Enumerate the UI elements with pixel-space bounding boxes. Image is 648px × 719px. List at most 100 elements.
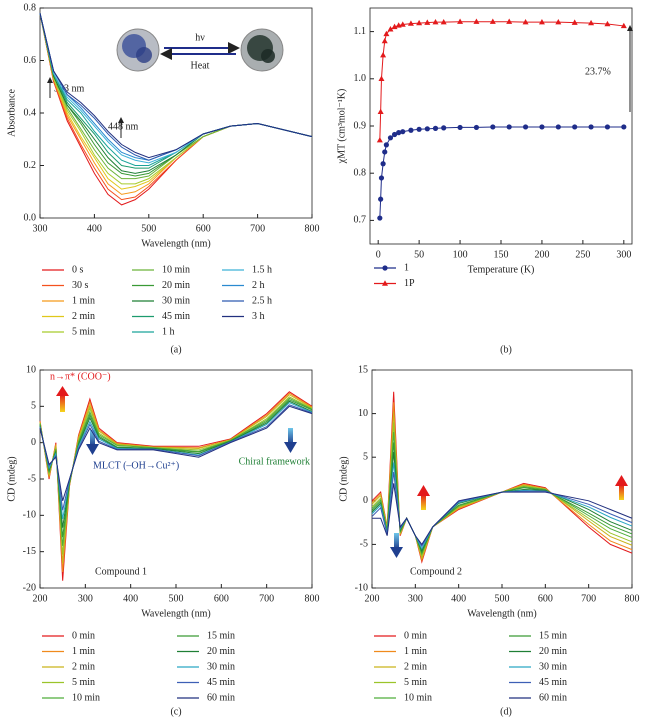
marker (572, 124, 578, 130)
marker (621, 124, 627, 130)
x-tick-label: 700 (259, 593, 274, 604)
legend-label: 1 h (162, 326, 175, 337)
legend-label: 1.5 h (252, 264, 272, 275)
y-tick-label: 0 (31, 437, 36, 448)
legend-label: 0 min (404, 630, 427, 641)
y-tick-label: 0.4 (24, 107, 37, 118)
annotation: MLCT (–OH→Cu²⁺) (93, 460, 179, 471)
panel-label: (b) (500, 344, 512, 355)
x-tick-label: 250 (575, 249, 590, 260)
legend-label: 30 min (539, 661, 567, 672)
marker (620, 22, 627, 29)
x-tick-label: 400 (87, 223, 102, 234)
y-tick-label: 5 (363, 451, 368, 462)
y-axis-label: χMT (cm³mol⁻¹K) (336, 89, 347, 165)
x-tick-label: 300 (408, 593, 423, 604)
panel-label: (c) (170, 706, 181, 717)
x-tick-label: 150 (494, 249, 509, 260)
x-tick-label: 200 (365, 593, 380, 604)
legend-label: 0 min (72, 630, 95, 641)
y-tick-label: 0.8 (24, 2, 37, 13)
marker (416, 126, 422, 132)
x-axis-label: Wavelength (nm) (141, 608, 210, 619)
x-axis-label: Wavelength (nm) (141, 238, 210, 249)
y-tick-label: 0.2 (24, 160, 37, 171)
x-tick-label: 300 (78, 593, 93, 604)
legend-label: 30 min (207, 661, 235, 672)
marker (383, 30, 390, 37)
marker (378, 75, 385, 81)
x-tick-label: 600 (214, 593, 229, 604)
marker (377, 108, 384, 115)
series-line (379, 126, 624, 219)
y-tick-label: 1.0 (354, 73, 367, 84)
series-line (379, 21, 624, 141)
marker (457, 18, 464, 24)
marker (424, 126, 430, 132)
series-line (371, 422, 633, 558)
annotation: Chiral framework (239, 456, 310, 467)
series-line (371, 442, 633, 554)
marker (522, 18, 529, 25)
marker (506, 18, 513, 24)
marker (408, 127, 414, 133)
legend-label: 1 (404, 262, 409, 273)
legend-label: 45 min (162, 311, 190, 322)
x-tick-label: 300 (616, 249, 631, 260)
marker (555, 124, 561, 130)
annotation: Compound 1 (95, 566, 147, 577)
annotation: n→π* (COO⁻) (50, 371, 111, 382)
legend-label: 1 min (72, 295, 95, 306)
y-tick-label: 15 (358, 364, 368, 375)
legend-label: 2 h (252, 280, 265, 291)
y-axis-label: CD (mdeg) (6, 456, 17, 501)
x-tick-label: 800 (305, 593, 320, 604)
marker (604, 124, 611, 130)
marker (391, 131, 398, 138)
series-line (372, 483, 633, 546)
marker (522, 124, 529, 130)
panel-label: (a) (170, 344, 181, 355)
y-tick-label: 5 (31, 401, 36, 412)
arrow (284, 442, 297, 453)
arrow (56, 386, 69, 396)
x-tick-label: 500 (141, 223, 156, 234)
x-tick-label: 500 (495, 593, 510, 604)
marker (424, 19, 431, 25)
x-tick-label: 400 (123, 593, 138, 604)
legend-label: 20 min (162, 280, 190, 291)
legend-label: 45 min (207, 677, 235, 688)
x-tick-label: 200 (534, 249, 549, 260)
arrow (90, 430, 95, 446)
marker (378, 175, 385, 181)
marker (588, 19, 595, 26)
legend-label: 20 min (207, 646, 235, 657)
y-tick-label: -15 (23, 546, 36, 557)
panel-label: (d) (500, 706, 512, 717)
inset (116, 28, 284, 72)
marker (588, 124, 594, 130)
legend-label: 30 s (72, 280, 89, 291)
x-tick-label: 600 (538, 593, 553, 604)
marker (441, 125, 447, 131)
y-tick-label: 0.6 (24, 55, 37, 66)
legend-label: 10 min (162, 264, 190, 275)
y-tick-label: 10 (358, 408, 368, 419)
x-tick-label: 600 (196, 223, 211, 234)
legend-label: 2 min (72, 311, 95, 322)
plot-frame (371, 369, 633, 589)
y-tick-label: -10 (23, 510, 36, 521)
annotation: Heat (191, 60, 210, 71)
arrow (86, 444, 99, 455)
x-tick-label: 700 (250, 223, 265, 234)
arrow (417, 485, 430, 496)
marker (440, 18, 447, 25)
annotation: hν (195, 32, 205, 43)
arrow (619, 484, 624, 500)
legend-label: 1 min (72, 646, 95, 657)
marker (473, 124, 480, 131)
x-tick-label: 300 (33, 223, 48, 234)
x-tick-label: 400 (451, 593, 466, 604)
legend-label: 3 h (252, 311, 265, 322)
arrow (421, 494, 426, 510)
